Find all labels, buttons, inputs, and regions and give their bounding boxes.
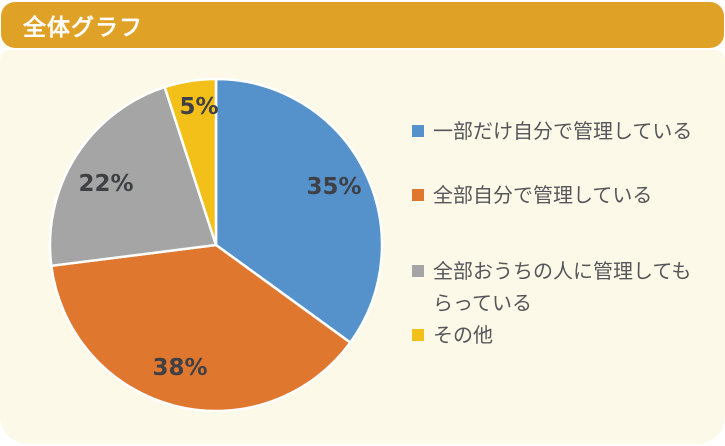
pie-data-label-3: 22% <box>78 171 134 197</box>
legend-color-swatch-icon <box>412 265 424 277</box>
pie-slice-2 <box>50 243 352 413</box>
legend-item-1: 一部だけ自分で管理している <box>412 115 708 147</box>
legend-item-label: その他 <box>433 323 493 347</box>
legend-color-swatch-icon <box>412 125 424 137</box>
legend-color-swatch-icon <box>412 329 424 341</box>
chart-legend: 一部だけ自分で管理している 全部自分で管理している全部おうちの人に管理してもらって… <box>412 115 708 351</box>
legend-item-4: その他 <box>412 319 708 351</box>
pie-data-label-4: 5% <box>179 94 219 120</box>
page-title: 全体グラフ <box>23 15 143 41</box>
legend-item-3: 全部おうちの人に管理してもらっている <box>412 255 708 319</box>
title-bar: 全体グラフ <box>1 2 724 48</box>
pie-slice-3 <box>48 85 218 268</box>
legend-item-label: 全部自分で管理している <box>433 183 653 207</box>
pie-slice-1 <box>214 77 384 344</box>
pie-data-label-1: 35% <box>306 174 362 200</box>
legend-item-label: 全部おうちの人に管理してもらっている <box>433 259 692 315</box>
legend-item-2: 全部自分で管理している <box>412 179 708 211</box>
legend-item-label: 一部だけ自分で管理している <box>433 119 693 143</box>
pie-slice-4 <box>163 77 218 247</box>
legend-color-swatch-icon <box>412 189 424 201</box>
pie-data-label-2: 38% <box>152 355 208 381</box>
